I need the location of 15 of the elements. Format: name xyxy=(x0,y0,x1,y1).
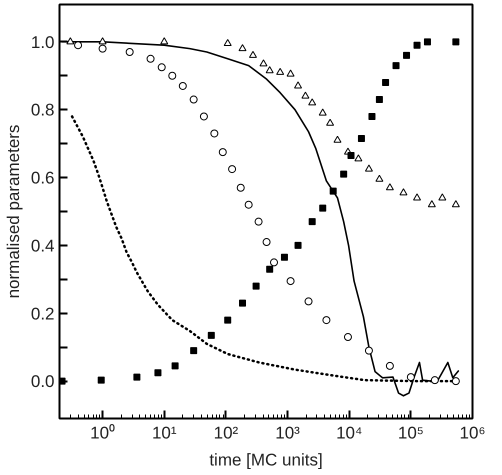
y-tick-label: 0.2 xyxy=(30,304,55,324)
x-tick-label: 10⁵ xyxy=(398,424,424,442)
y-tick-label: 0.8 xyxy=(30,100,55,120)
y-tick-label: 0.0 xyxy=(30,372,55,392)
x-axis-title: time [MC units] xyxy=(209,450,323,470)
x-tick-label: 10⁶ xyxy=(460,424,486,442)
y-tick-label: 0.4 xyxy=(30,236,55,256)
x-tick-label: 10¹ xyxy=(152,424,177,442)
y-tick-label: 0.6 xyxy=(30,168,55,188)
y-axis-title: normalised parameters xyxy=(4,124,23,298)
x-tick-label: 10⁰ xyxy=(90,424,116,442)
x-tick-label: 10⁴ xyxy=(336,424,362,442)
y-tick-label: 1.0 xyxy=(30,32,55,52)
x-tick-label: 10² xyxy=(214,424,239,442)
x-tick-label: 10³ xyxy=(275,424,300,442)
